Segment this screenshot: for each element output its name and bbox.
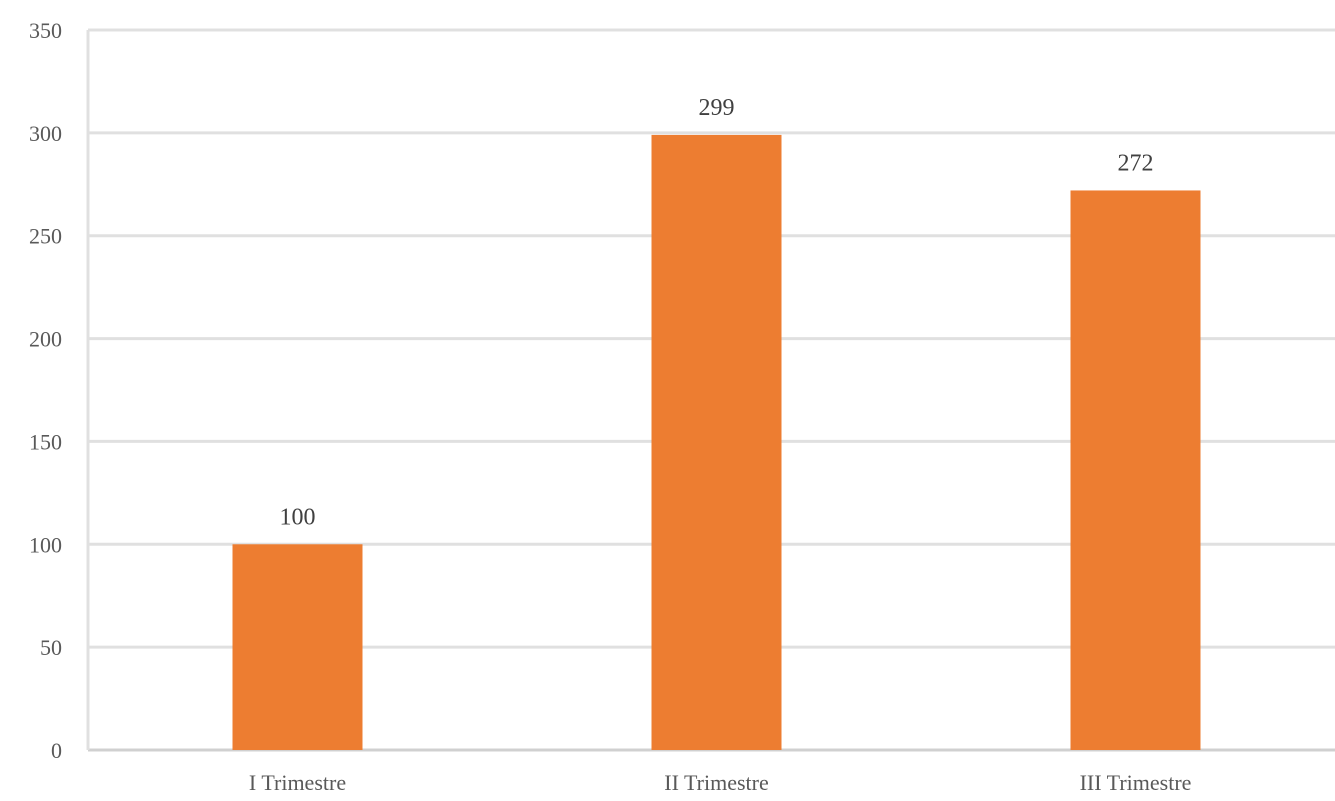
y-tick-label: 200: [29, 327, 62, 352]
bars: 100 299 272: [232, 95, 1201, 750]
bar: [232, 544, 363, 750]
y-tick-label: 250: [29, 224, 62, 249]
y-tick-label: 150: [29, 429, 62, 454]
x-axis: I Trimestre II Trimestre III Trimestre: [249, 770, 1192, 795]
y-tick-label: 350: [29, 18, 62, 43]
bar: [651, 134, 782, 750]
bar-value-label: 100: [280, 504, 316, 530]
bar-value-label: 272: [1118, 150, 1154, 176]
y-tick-label: 50: [40, 635, 62, 660]
bar-value-label: 299: [699, 95, 735, 121]
y-tick-label: 0: [51, 738, 62, 763]
y-tick-label: 100: [29, 532, 62, 557]
y-tick-label: 300: [29, 121, 62, 146]
x-tick-label: I Trimestre: [249, 770, 346, 795]
y-axis: 0 50 100 150 200 250 300 350: [29, 18, 62, 763]
x-tick-label: III Trimestre: [1080, 770, 1192, 795]
x-tick-label: II Trimestre: [664, 770, 769, 795]
bar: [1070, 190, 1201, 750]
